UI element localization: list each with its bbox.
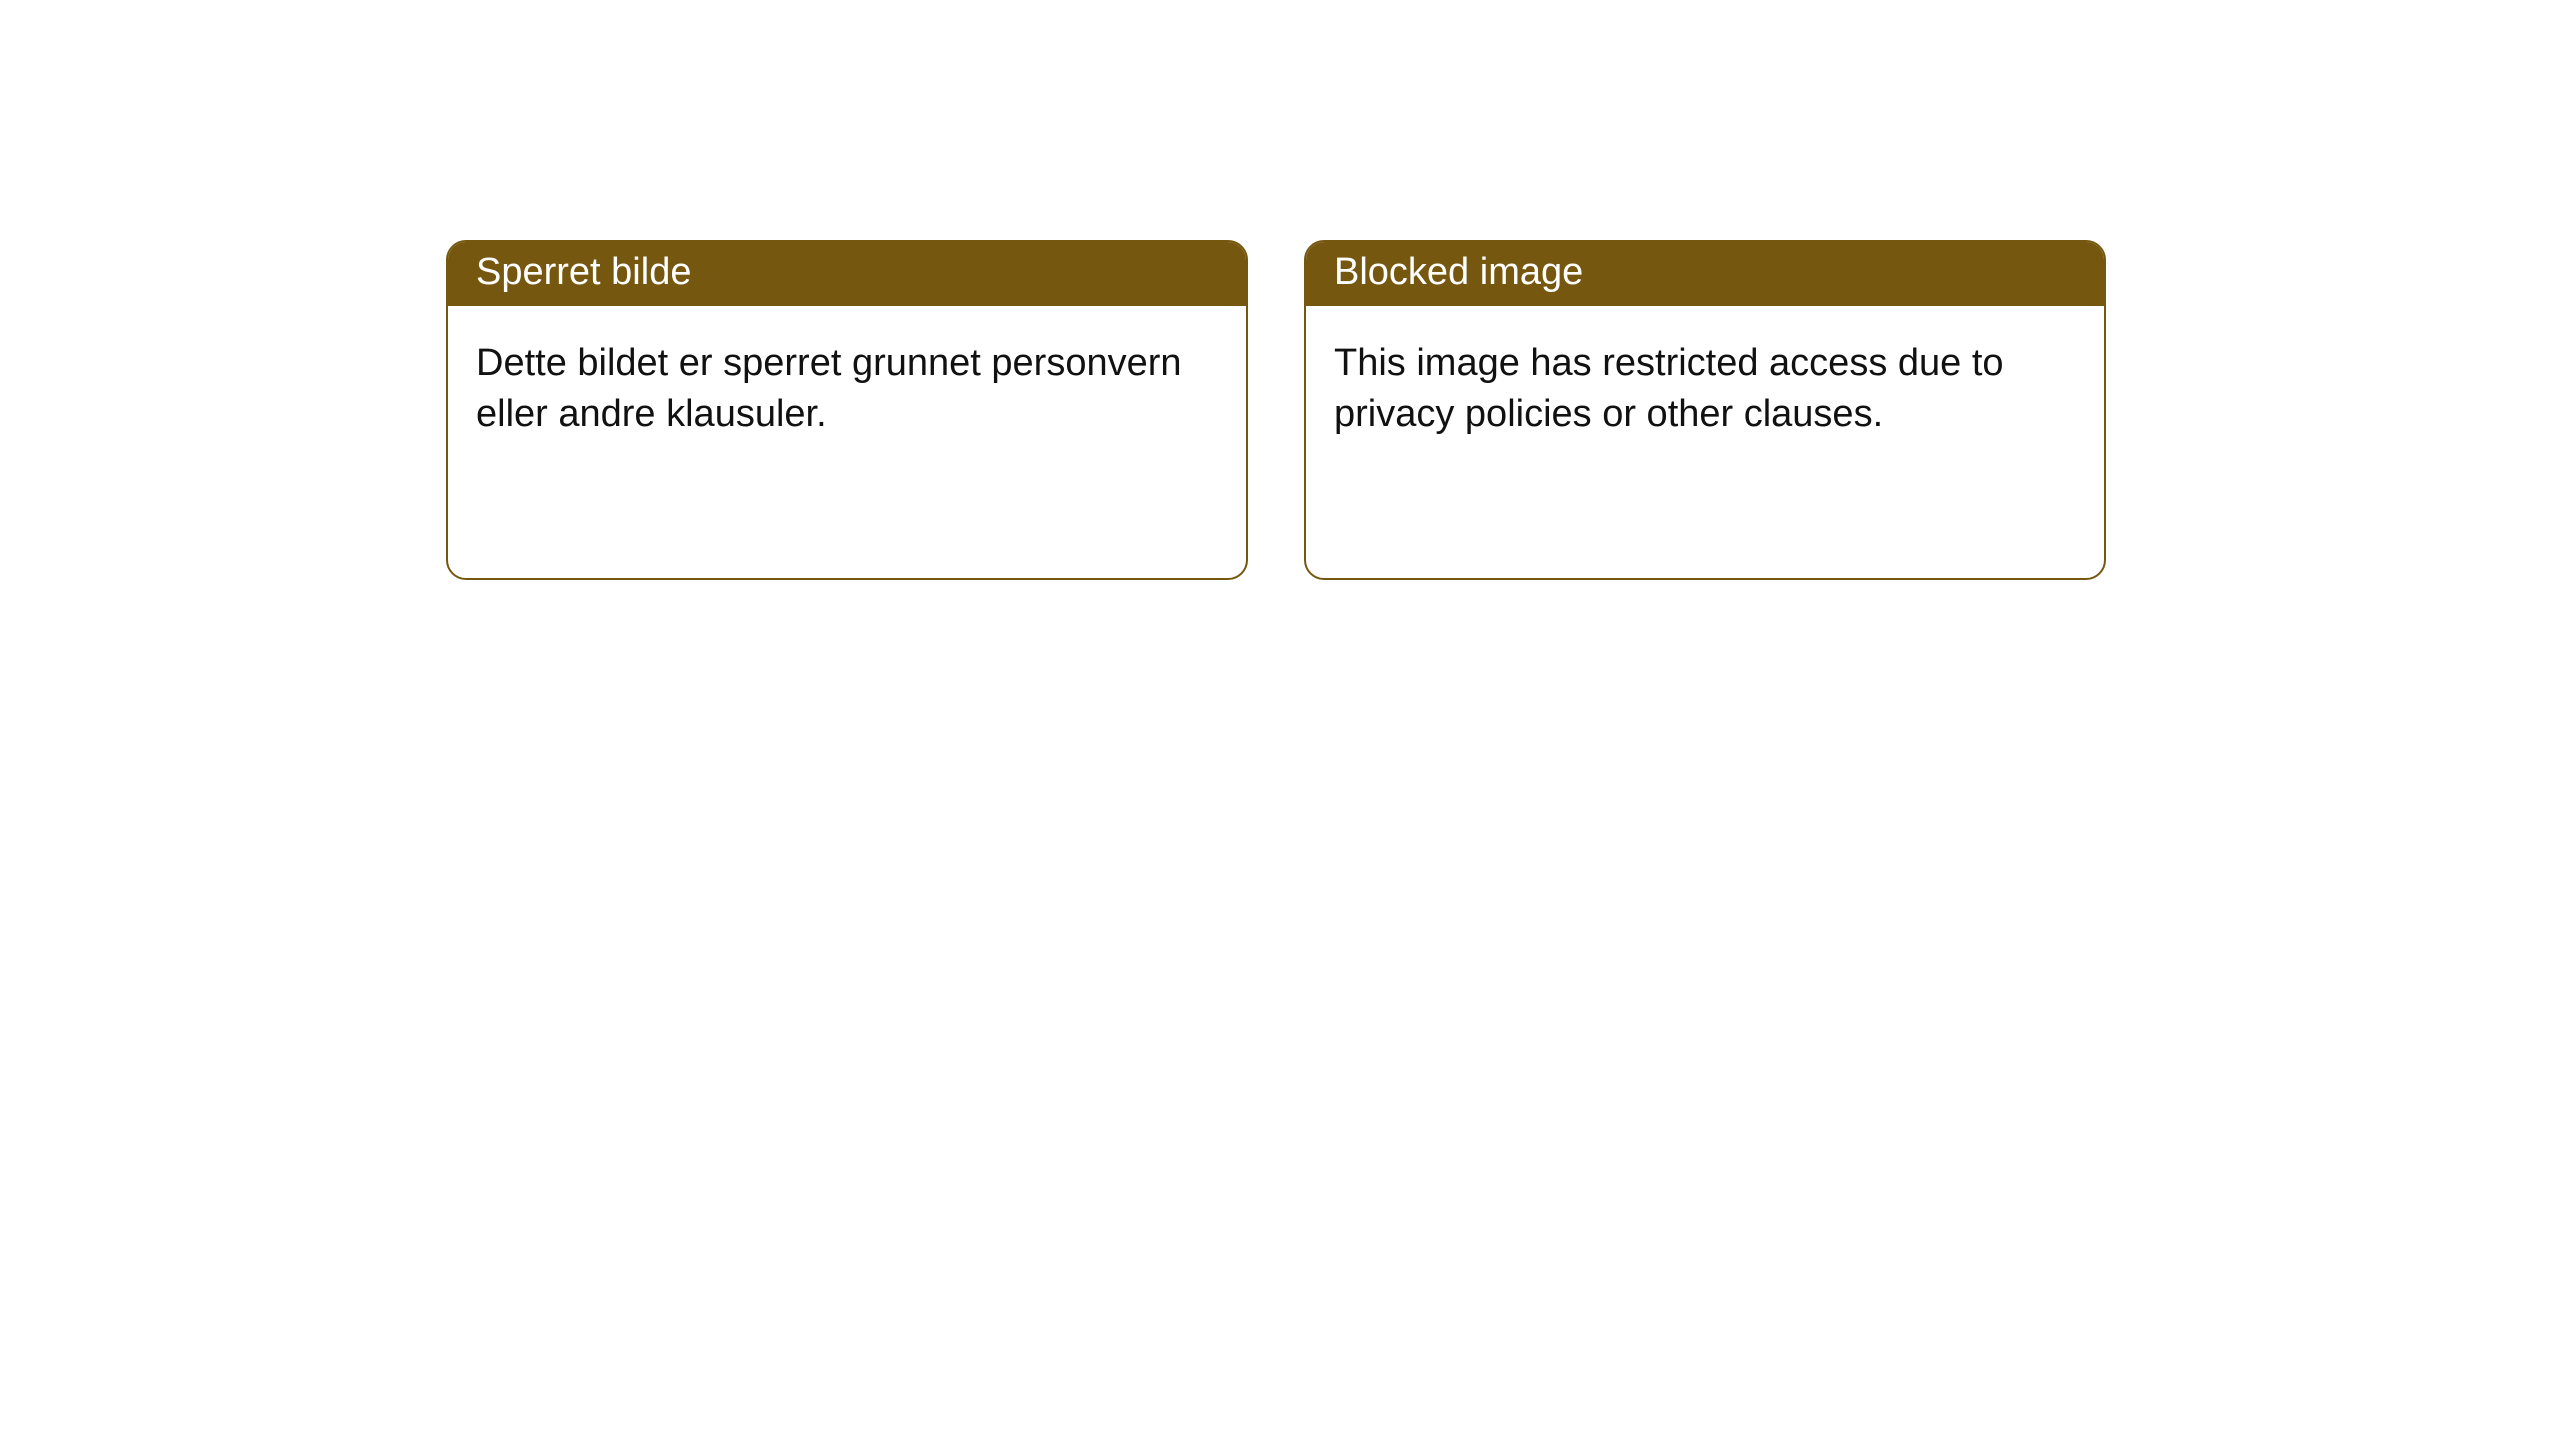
notice-card-body-en: This image has restricted access due to …	[1306, 306, 2104, 578]
notice-card-no: Sperret bilde Dette bildet er sperret gr…	[446, 240, 1248, 580]
notice-card-en: Blocked image This image has restricted …	[1304, 240, 2106, 580]
notice-card-header-en: Blocked image	[1306, 242, 2104, 306]
notice-card-body-no: Dette bildet er sperret grunnet personve…	[448, 306, 1246, 578]
notice-card-header-no: Sperret bilde	[448, 242, 1246, 306]
notice-cards-container: Sperret bilde Dette bildet er sperret gr…	[0, 0, 2560, 580]
